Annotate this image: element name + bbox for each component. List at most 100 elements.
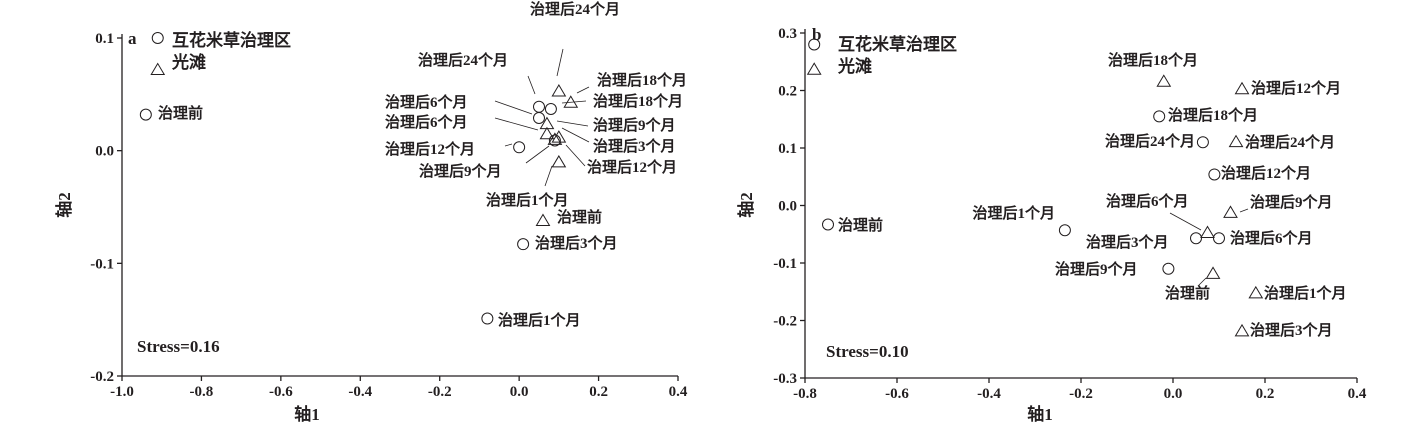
y-tick-label: 0.3 [778,26,797,42]
point-circle [1153,110,1166,123]
point-triangle [539,126,555,140]
y-tick-label: -0.2 [90,369,114,385]
x-tick-label: -0.4 [977,386,1001,402]
point-label: 治理前 [158,104,203,122]
point-triangle [1156,74,1172,87]
point-circle [822,218,834,231]
point-label: 治理后3个月 [593,137,676,155]
point-triangle [1223,205,1238,218]
x-tick-label: 0.4 [669,384,688,400]
leader-line [565,144,586,167]
leader-line [494,100,533,115]
y-tick-label: 0.1 [778,141,797,157]
x-axis-label: 轴1 [1027,404,1053,424]
point-label: 治理后1个月 [972,204,1055,222]
panel-letter: b [812,25,821,44]
panel-a [117,32,679,381]
point-triangle [535,213,551,227]
point-label: 治理后24个月 [418,51,508,69]
point-triangle [1248,285,1264,299]
point-label: 治理后1个月 [498,311,581,329]
point-label: 治理前 [838,216,883,234]
point-label: 治理后12个月 [385,140,475,158]
point-label: 光滩 [171,52,206,72]
point-label: 治理后18个月 [1168,106,1258,124]
point-circle [1196,136,1209,149]
panel-b [800,29,1358,383]
point-label: 互花米草治理区 [172,30,291,50]
point-label: 治理前 [557,208,602,226]
point-label: 治理后3个月 [535,234,618,252]
point-label: 治理后9个月 [419,162,502,180]
point-circle [139,108,152,121]
x-tick-label: -0.2 [428,384,452,400]
point-circle [481,312,494,325]
x-tick-label: -0.6 [885,386,909,402]
point-circle [1162,262,1175,275]
point-triangle [551,154,567,168]
point-label: 治理后3个月 [1086,233,1169,251]
y-tick-label: -0.1 [90,256,114,272]
point-label: 治理后9个月 [1055,260,1138,278]
point-label: 互花米草治理区 [838,34,957,54]
leader-line [556,48,564,77]
leader-line [494,117,539,131]
x-axis-label: 轴1 [294,404,320,424]
point-label: 治理后9个月 [1250,193,1333,211]
x-tick-label: 0.2 [589,384,608,400]
x-tick-label: -1.0 [110,384,134,400]
leader-line [1169,212,1202,231]
x-tick-label: -0.8 [190,384,214,400]
x-tick-label: 0.0 [1164,386,1183,402]
leader-line [544,165,553,187]
y-tick-label: -0.2 [773,314,797,330]
point-label: 治理后1个月 [486,191,569,209]
point-label: 治理后12个月 [1251,79,1341,97]
point-circle [533,100,545,113]
point-triangle [1228,134,1244,148]
point-circle [513,141,526,154]
y-axis-label: 轴2 [54,192,74,218]
stress-annotation: Stress=0.10 [826,342,909,361]
x-tick-label: -0.4 [348,384,372,400]
point-circle [517,238,530,251]
point-label: 治理后24个月 [1105,132,1195,150]
point-triangle [806,62,822,75]
y-tick-label: 0.2 [778,84,797,100]
point-label: 治理后6个月 [1230,229,1313,247]
point-circle [151,32,164,44]
point-label: 治理后18个月 [1108,51,1198,69]
point-circle [1213,232,1225,245]
leader-line [1239,208,1249,213]
point-circle [1190,232,1202,245]
point-triangle [1205,266,1221,279]
point-circle [808,38,821,51]
point-label: 治理后6个月 [385,93,468,111]
point-circle [1058,224,1071,237]
leader-line [561,127,590,143]
stress-annotation: Stress=0.16 [137,337,220,356]
leader-line [556,120,589,127]
point-triangle [1200,225,1215,239]
y-tick-label: 0.0 [778,199,797,215]
y-tick-label: -0.3 [773,371,797,387]
point-circle [1208,168,1221,181]
point-triangle [563,95,579,108]
point-label: 治理后24个月 [530,0,620,18]
point-label: 光滩 [837,56,872,76]
x-tick-label: -0.2 [1069,386,1093,402]
point-label: 治理前 [1165,284,1210,302]
leader-line [525,145,550,164]
y-tick-label: -0.1 [773,256,797,272]
point-label: 治理后24个月 [1245,133,1335,151]
point-triangle [539,116,555,130]
x-tick-label: 0.0 [510,384,529,400]
y-axis-label: 轴2 [736,192,756,218]
point-label: 治理后9个月 [593,116,676,134]
point-label: 治理后18个月 [597,71,687,89]
point-triangle [1234,323,1250,337]
y-tick-label: 0.0 [95,144,114,160]
point-label: 治理后12个月 [587,158,677,176]
point-circle [544,102,557,115]
point-triangle [1234,81,1250,95]
